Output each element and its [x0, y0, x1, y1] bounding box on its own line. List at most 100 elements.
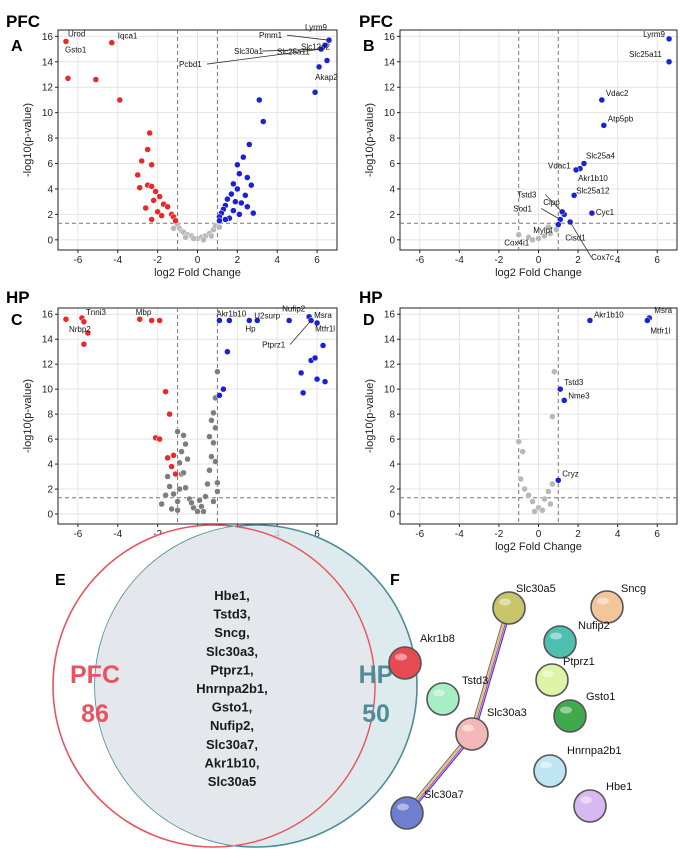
network-node	[426, 682, 460, 716]
point-upregulated	[557, 385, 564, 393]
gene-label: Cisd1	[565, 233, 586, 242]
point-upregulated	[313, 375, 321, 383]
point-upregulated	[321, 378, 329, 385]
point-not-significant	[174, 507, 181, 514]
gene-label: Tstd3	[517, 190, 537, 199]
panel-letter-c: C	[11, 312, 23, 329]
point-not-significant	[549, 413, 556, 420]
network-edge-line	[470, 607, 509, 734]
venn-right-count: 50	[362, 700, 390, 728]
point-not-significant	[182, 484, 189, 492]
point-downregulated	[134, 171, 141, 179]
point-upregulated	[586, 317, 594, 324]
label-leader-line	[207, 48, 322, 65]
point-downregulated	[84, 329, 92, 337]
point-not-significant	[549, 480, 556, 488]
point-upregulated	[297, 369, 305, 377]
point-not-significant	[208, 232, 215, 240]
region-title-pfc-a: PFC	[6, 12, 40, 31]
network-node	[455, 717, 489, 751]
point-downregulated	[62, 315, 70, 323]
x-tick-label: 4	[615, 255, 621, 266]
label-leader-line	[286, 34, 330, 41]
point-not-significant	[202, 493, 209, 500]
x-tick-label: -2	[153, 255, 162, 266]
point-downregulated	[166, 410, 173, 418]
point-not-significant	[210, 498, 217, 505]
gene-label: U2surp	[254, 311, 280, 320]
y-tick-label: 16	[384, 32, 396, 43]
point-not-significant	[174, 428, 181, 435]
point-upregulated	[560, 397, 568, 404]
point-upregulated	[250, 209, 257, 217]
gene-label: Slc12a2	[301, 42, 330, 51]
gene-label: Msra	[314, 311, 332, 320]
panel-letter-f: F	[390, 572, 400, 589]
point-downregulated	[148, 216, 155, 223]
point-not-significant	[176, 459, 183, 467]
point-not-significant	[517, 475, 524, 483]
point-downregulated	[148, 161, 155, 169]
network-node	[590, 590, 624, 624]
network-edge-line	[469, 607, 508, 734]
venn-left-label: PFC	[70, 661, 120, 689]
point-upregulated	[299, 389, 307, 397]
venn-intersection-outline	[234, 525, 376, 847]
x-tick-label: 2	[235, 255, 241, 266]
gene-label: Mtfr1l	[315, 324, 335, 333]
point-not-significant	[212, 458, 219, 465]
network-node	[553, 699, 587, 733]
network-node-highlight	[550, 632, 562, 640]
point-not-significant	[170, 490, 177, 498]
network-edge-line	[408, 735, 475, 815]
network-nodes: Slc30a5 Sncg Akr1b8 Nufip2 Tstd3 Ptprz1 Gsto1 S…	[388, 583, 646, 830]
point-upregulated	[224, 195, 231, 203]
point-upregulated	[234, 185, 241, 193]
point-downregulated	[80, 340, 88, 348]
x-tick-label: 6	[654, 529, 660, 540]
gene-label: Akap2	[315, 73, 338, 82]
gene-label: Iqca1	[118, 32, 138, 41]
y-axis-label: -log10(p-value)	[22, 103, 34, 177]
x-axis-label: log2 Fold Change	[495, 267, 582, 279]
point-not-significant	[515, 438, 522, 445]
point-not-significant	[521, 485, 528, 493]
point-not-significant	[194, 508, 201, 515]
shared-gene-item: Gsto1,	[212, 700, 252, 715]
gene-label: Mtfr1l	[650, 326, 670, 335]
x-tick-label: -6	[415, 529, 424, 540]
gene-label: Cox4i1	[504, 239, 529, 248]
panel-letter-a: A	[11, 38, 23, 55]
y-tick-label: 0	[389, 235, 395, 246]
point-not-significant	[180, 469, 187, 477]
point-upregulated	[323, 57, 331, 64]
y-tick-label: 10	[42, 108, 54, 119]
gene-label: Ptprz1	[262, 340, 286, 349]
y-tick-label: 14	[384, 335, 396, 346]
x-tick-label: 2	[575, 255, 581, 266]
network-node-highlight	[433, 689, 445, 697]
label-leader-line	[262, 48, 322, 52]
y-tick-label: 8	[47, 410, 53, 421]
x-tick-label: -2	[494, 529, 503, 540]
point-downregulated	[80, 318, 88, 325]
y-tick-label: 6	[389, 159, 395, 170]
network-node-label: Hnrnpa2b1	[567, 745, 621, 757]
x-tick-label: -4	[455, 529, 464, 540]
network-node	[573, 789, 607, 823]
point-upregulated	[260, 118, 267, 125]
network-node-label: Gsto1	[586, 691, 615, 703]
y-tick-label: 4	[47, 184, 53, 195]
point-downregulated	[164, 203, 171, 211]
y-tick-label: 2	[47, 210, 53, 221]
network-edges	[404, 607, 512, 815]
gene-label: Vdac1	[548, 162, 571, 171]
point-not-significant	[210, 439, 217, 447]
network-node	[388, 646, 422, 680]
x-tick-label: -4	[113, 529, 122, 540]
point-upregulated	[311, 354, 319, 362]
network-node-highlight	[597, 597, 609, 605]
shared-gene-item: Akr1b10,	[205, 755, 260, 770]
